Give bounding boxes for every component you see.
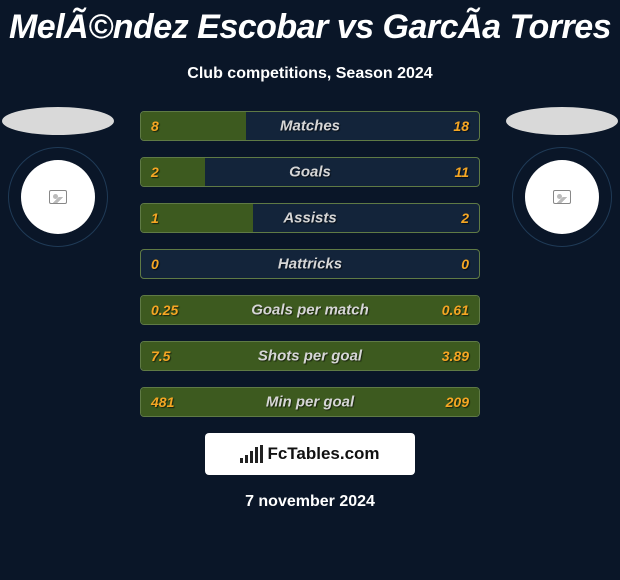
avatar-left-ring <box>8 147 108 247</box>
stat-label: Shots per goal <box>258 348 362 365</box>
stat-value-right: 0.61 <box>442 302 469 318</box>
brand-link[interactable]: FcTables.com <box>205 433 415 475</box>
photo-placeholder-icon <box>553 190 571 204</box>
stat-value-left: 7.5 <box>151 348 170 364</box>
stat-value-left: 0 <box>151 256 159 272</box>
stat-value-left: 481 <box>151 394 174 410</box>
avatar-left-wrap <box>8 147 108 247</box>
brand-text: FcTables.com <box>267 444 379 464</box>
stat-value-right: 209 <box>446 394 469 410</box>
stat-label: Assists <box>283 210 336 227</box>
stat-value-right: 3.89 <box>442 348 469 364</box>
subtitle: Club competitions, Season 2024 <box>0 65 620 83</box>
stat-value-left: 8 <box>151 118 159 134</box>
stat-row: 0.25 0.61 Goals per match <box>140 295 480 325</box>
stat-row: 2 11 Goals <box>140 157 480 187</box>
avatar-right-wrap <box>512 147 612 247</box>
stat-row: 1 2 Assists <box>140 203 480 233</box>
stat-row: 8 18 Matches <box>140 111 480 141</box>
flag-right <box>506 107 618 135</box>
stats-list: 8 18 Matches 2 11 Goals 1 2 Assists 0 0 Hattricks 0.… <box>140 111 480 417</box>
stat-label: Matches <box>280 118 340 135</box>
stat-label: Min per goal <box>266 394 354 411</box>
footer-date: 7 november 2024 <box>0 493 620 511</box>
stat-value-left: 2 <box>151 164 159 180</box>
stat-value-right: 18 <box>453 118 469 134</box>
photo-placeholder-icon <box>49 190 67 204</box>
stat-label: Goals <box>289 164 331 181</box>
bar-chart-icon <box>240 445 263 463</box>
player-right <box>506 107 618 247</box>
avatar-right-ring <box>512 147 612 247</box>
stat-row: 0 0 Hattricks <box>140 249 480 279</box>
stat-value-left: 1 <box>151 210 159 226</box>
stat-value-right: 11 <box>454 164 469 180</box>
avatar-left[interactable] <box>21 160 95 234</box>
stat-value-right: 0 <box>461 256 469 272</box>
stat-label: Goals per match <box>251 302 369 319</box>
stat-value-left: 0.25 <box>151 302 178 318</box>
stat-value-right: 2 <box>461 210 469 226</box>
avatar-right[interactable] <box>525 160 599 234</box>
stat-row: 481 209 Min per goal <box>140 387 480 417</box>
stat-row: 7.5 3.89 Shots per goal <box>140 341 480 371</box>
page-title: MelÃ©ndez Escobar vs GarcÃ­a Torres <box>0 0 620 47</box>
player-left <box>2 107 114 247</box>
stat-label: Hattricks <box>278 256 342 273</box>
comparison-main: 8 18 Matches 2 11 Goals 1 2 Assists 0 0 Hattricks 0.… <box>0 111 620 417</box>
flag-left <box>2 107 114 135</box>
